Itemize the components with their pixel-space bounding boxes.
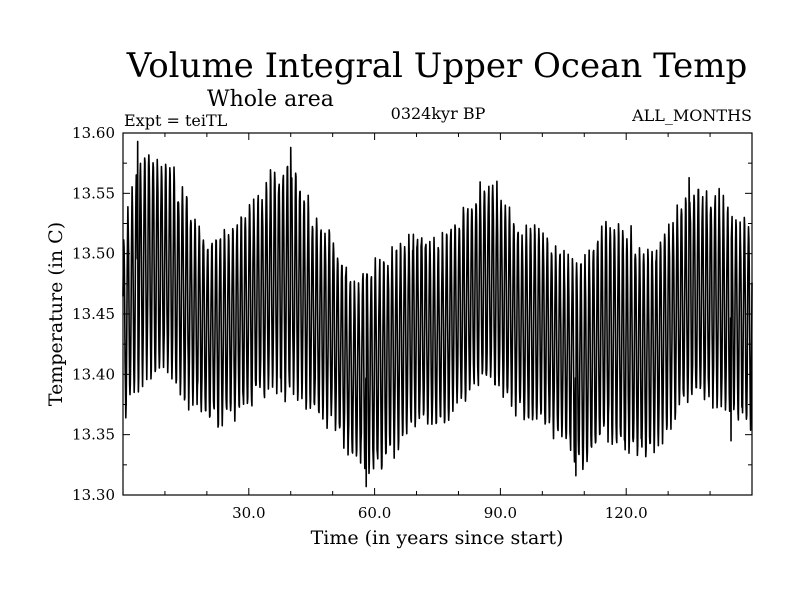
plot-frame <box>122 132 753 496</box>
y-tick-label: 13.55 <box>72 184 115 202</box>
x-axis-label: Time (in years since start) <box>311 527 564 549</box>
y-tick-label: 13.45 <box>72 305 115 323</box>
x-tick-labels: 30.0 60.0 90.0 120.0 <box>232 504 648 522</box>
period-label: 0324kyr BP <box>391 104 486 123</box>
x-tick-label: 30.0 <box>232 504 265 522</box>
x-tick-label: 120.0 <box>605 504 648 522</box>
x-tick-label: 60.0 <box>358 504 391 522</box>
y-tick-label: 13.40 <box>72 365 115 383</box>
plot-series <box>122 140 753 488</box>
y-axis-label: Temperature (in C) <box>45 222 67 406</box>
y-tick-labels: 13.30 13.35 13.40 13.45 13.50 13.55 13.60 <box>72 124 115 504</box>
experiment-label: Expt = teiTL <box>124 111 228 130</box>
y-tick-label: 13.50 <box>72 245 115 263</box>
y-tick-label: 13.60 <box>72 124 115 142</box>
x-tick-label: 90.0 <box>484 504 517 522</box>
y-tick-label: 13.30 <box>72 486 115 504</box>
months-label: ALL_MONTHS <box>631 106 752 125</box>
chart-title: Volume Integral Upper Ocean Temp <box>126 46 747 86</box>
y-tick-label: 13.35 <box>72 426 115 444</box>
temperature-series-line <box>122 140 753 488</box>
chart-subtitle: Whole area <box>207 87 334 112</box>
